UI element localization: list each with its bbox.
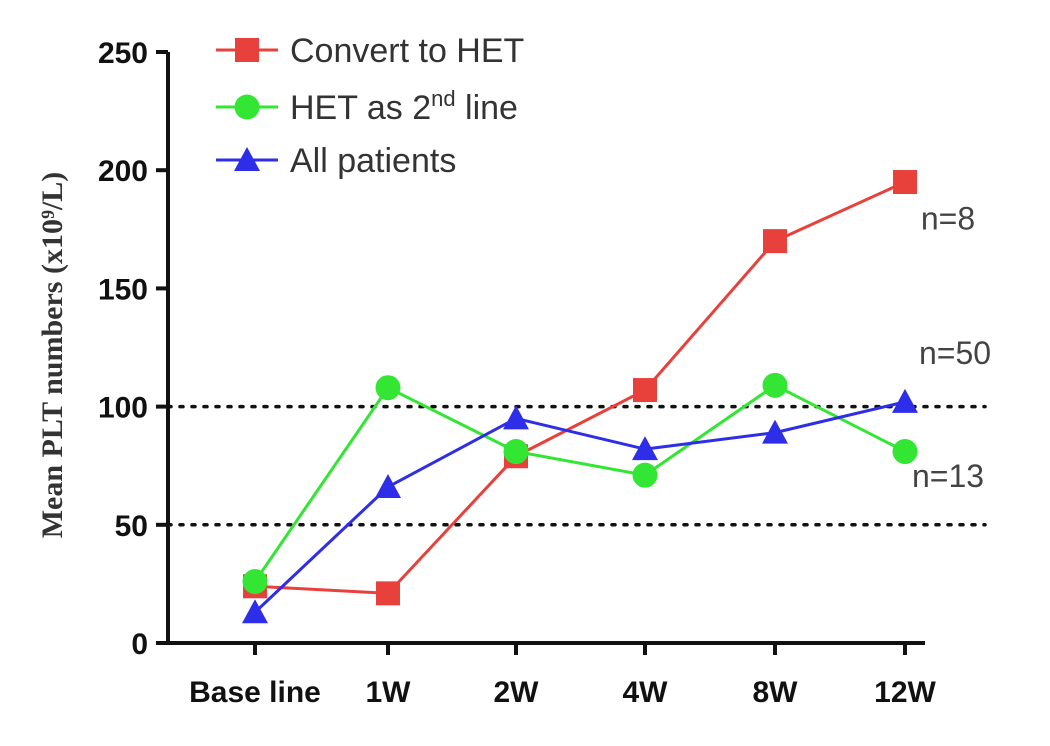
series-1-point-3 [632,462,658,488]
x-tick-label-4: 8W [753,676,799,709]
series-2-point-5 [892,388,918,413]
y-tick-label-150: 150 [98,273,148,306]
annotation-0: n=8 [921,200,975,236]
series-line-1 [253,383,906,583]
annotation-2: n=13 [912,458,984,494]
legend-marker-2 [234,147,260,171]
legend-label-text-1: HET as 2 [290,89,431,127]
legend-marker-1 [234,94,260,120]
series-1-point-5 [892,439,918,465]
series-0-point-5 [893,170,917,195]
series-0-point-1 [376,581,400,606]
series-line-2 [253,400,906,614]
legend-item-1: HET as 2nd line [216,86,518,127]
legend-item-0: Convert to HET [216,32,524,70]
series-2-point-3 [632,436,658,461]
series-1-point-2 [503,439,529,465]
legend-label-2: All patients [290,142,456,180]
reference-lines [166,404,987,527]
series-2-point-1 [375,473,401,498]
y-axis-label: Mean PLT numbers (x10⁹/L) [36,172,69,539]
series-1-point-1 [375,375,401,401]
series-2-point-0 [242,599,268,624]
legend-marker-0 [235,38,259,62]
y-tick-label-100: 100 [98,392,148,425]
y-tick-label-50: 50 [115,510,148,543]
legend-label-1: HET as 2nd line [290,86,518,127]
y-tick-label-0: 0 [131,628,148,661]
x-tick-label-5: 12W [874,676,936,709]
series-1 [242,372,918,595]
series-layer [242,170,918,624]
legend-label-tail-1: line [456,89,518,127]
series-0-point-3 [633,378,657,403]
series-2-point-4 [762,419,788,444]
axes: 0 50 100 150 200 250 Base line 1W 2W 4W 8W 12W [98,37,937,709]
legend-label-text-2: All patients [290,142,456,180]
x-tick-label-2: 2W [494,676,540,709]
y-tick-label-250: 250 [98,37,148,70]
y-tick-label-200: 200 [98,155,148,188]
series-1-point-0 [242,569,268,595]
legend-label-0: Convert to HET [290,32,524,70]
series-2 [242,388,918,624]
annotations: n=8 n=50 n=13 [912,200,991,494]
series-1-point-4 [762,372,788,398]
series-line-0 [254,180,906,595]
x-tick-label-0: Base line [189,676,321,709]
legend-label-sup-1: nd [431,86,455,111]
series-2-point-2 [503,405,529,430]
x-tick-label-3: 4W [623,676,669,709]
legend-label-text-0: Convert to HET [290,32,524,70]
annotation-1: n=50 [919,335,991,371]
series-0 [243,170,917,606]
series-0-point-4 [763,229,787,254]
legend-item-2: All patients [216,142,456,180]
x-tick-label-1: 1W [366,676,412,709]
